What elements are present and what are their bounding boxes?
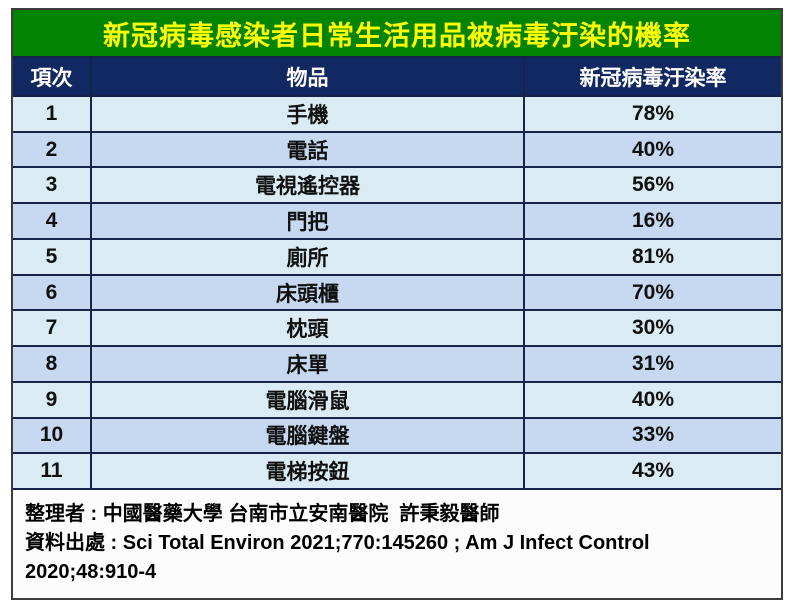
table-row: 3 電視遙控器 56% <box>13 166 781 203</box>
row-item: 床單 <box>92 347 525 381</box>
row-item: 電話 <box>92 132 525 167</box>
source-line-2: 2020;48:910-4 <box>25 561 157 584</box>
row-item: 電梯按鈕 <box>92 454 525 489</box>
page-title: 新冠病毒感染者日常生活用品被病毒汙染的機率 <box>13 10 781 58</box>
table-row: 11 電梯按鈕 43% <box>13 452 781 489</box>
row-index: 3 <box>13 168 92 203</box>
table-row: 5 廁所 81% <box>13 237 781 274</box>
row-index: 5 <box>13 239 92 274</box>
row-index: 4 <box>13 204 92 238</box>
row-index: 10 <box>13 418 92 453</box>
compiled-by-line: 整理者 : 中國醫藥大學 台南市立安南醫院 許秉毅醫師 <box>25 503 500 526</box>
row-index: 7 <box>13 311 92 346</box>
table-row: 2 電話 40% <box>13 130 781 167</box>
row-index: 2 <box>13 132 92 167</box>
table-row: 10 電腦鍵盤 33% <box>13 416 781 453</box>
row-rate: 70% <box>631 280 675 304</box>
row-item: 枕頭 <box>92 311 525 346</box>
header-cell-rate: 新冠病毒汙染率 <box>579 66 727 90</box>
row-index: 11 <box>13 454 92 489</box>
row-rate: 43% <box>631 459 675 483</box>
row-item: 手機 <box>92 97 525 131</box>
source-line-1: 資料出處 : Sci Total Environ 2021;770:145260… <box>25 532 650 555</box>
row-item: 電腦鍵盤 <box>92 418 525 453</box>
header-cell-item: 物品 <box>92 58 525 95</box>
row-item: 電腦滑鼠 <box>92 382 525 417</box>
table-row: 9 電腦滑鼠 40% <box>13 380 781 417</box>
table-row: 8 床單 31% <box>13 345 781 381</box>
table-row: 1 手機 78% <box>13 95 781 131</box>
row-rate: 40% <box>631 387 675 411</box>
table-row: 4 門把 16% <box>13 202 781 238</box>
row-rate: 31% <box>631 352 675 375</box>
contamination-table: 新冠病毒感染者日常生活用品被病毒汙染的機率 項次 物品 新冠病毒汙染率 1 手機… <box>11 8 783 600</box>
row-index: 8 <box>13 347 92 381</box>
row-rate: 30% <box>631 316 675 340</box>
row-item: 門把 <box>92 204 525 238</box>
row-rate: 16% <box>631 209 675 233</box>
row-index: 1 <box>13 97 92 131</box>
row-index: 6 <box>13 275 92 310</box>
header-cell-no: 項次 <box>13 58 92 95</box>
table-header-row: 項次 物品 新冠病毒汙染率 <box>13 58 781 95</box>
row-rate: 78% <box>631 101 675 125</box>
row-rate: 56% <box>631 173 675 197</box>
source-footer: 整理者 : 中國醫藥大學 台南市立安南醫院 許秉毅醫師 資料出處 : Sci T… <box>13 488 781 599</box>
table-row: 7 枕頭 30% <box>13 309 781 346</box>
row-item: 床頭櫃 <box>92 275 525 310</box>
row-item: 廁所 <box>92 239 525 274</box>
table-row: 6 床頭櫃 70% <box>13 273 781 310</box>
row-item: 電視遙控器 <box>92 168 525 203</box>
row-rate: 33% <box>631 423 675 447</box>
row-index: 9 <box>13 382 92 417</box>
row-rate: 40% <box>631 137 675 161</box>
row-rate: 81% <box>631 244 675 268</box>
